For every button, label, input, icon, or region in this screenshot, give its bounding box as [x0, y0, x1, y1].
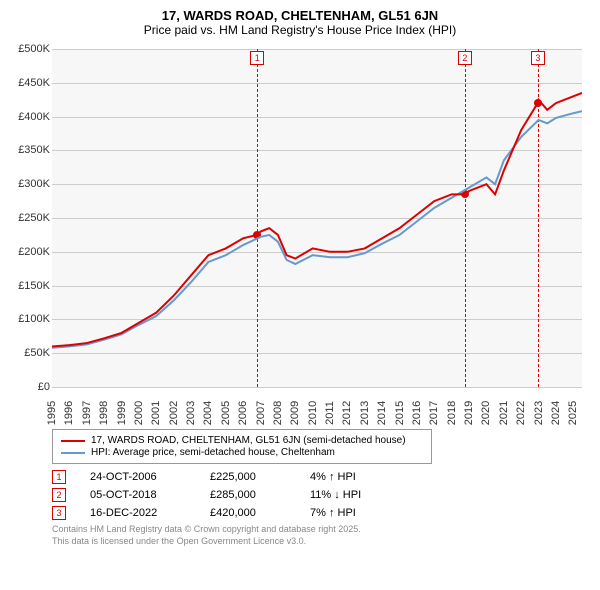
footer-line-1: Contains HM Land Registry data © Crown c…: [52, 524, 590, 536]
sale-row-price: £285,000: [210, 489, 310, 501]
sale-row: 2 05-OCT-2018£285,00011% ↓ HPI: [52, 488, 590, 502]
footer-line-2: This data is licensed under the Open Gov…: [52, 536, 590, 548]
chart-title: 17, WARDS ROAD, CHELTENHAM, GL51 6JN: [10, 8, 590, 23]
chart-area: £0£50K£100K£150K£200K£250K£300K£350K£400…: [10, 43, 590, 423]
sale-row-diff: 4% ↑ HPI: [310, 471, 410, 483]
legend-swatch: [61, 452, 85, 454]
legend-label: HPI: Average price, semi-detached house,…: [91, 447, 335, 458]
sales-table: 1 24-OCT-2006£225,0004% ↑ HPI 2 05-OCT-2018…: [52, 470, 590, 520]
sale-row-marker: 2: [52, 488, 66, 502]
sale-row: 1 24-OCT-2006£225,0004% ↑ HPI: [52, 470, 590, 484]
chart-subtitle: Price paid vs. HM Land Registry's House …: [10, 23, 590, 37]
title-block: 17, WARDS ROAD, CHELTENHAM, GL51 6JN Pri…: [10, 8, 590, 37]
sale-row-price: £225,000: [210, 471, 310, 483]
sale-row-date: 24-OCT-2006: [90, 471, 210, 483]
page-container: 17, WARDS ROAD, CHELTENHAM, GL51 6JN Pri…: [0, 0, 600, 555]
sale-row-marker: 1: [52, 470, 66, 484]
legend-row: 17, WARDS ROAD, CHELTENHAM, GL51 6JN (se…: [61, 435, 423, 446]
legend: 17, WARDS ROAD, CHELTENHAM, GL51 6JN (se…: [52, 429, 432, 464]
sale-row-date: 05-OCT-2018: [90, 489, 210, 501]
series-line: [52, 93, 582, 347]
footer-attribution: Contains HM Land Registry data © Crown c…: [52, 524, 590, 547]
legend-row: HPI: Average price, semi-detached house,…: [61, 447, 423, 458]
sale-row-date: 16-DEC-2022: [90, 507, 210, 519]
sale-row: 3 16-DEC-2022£420,0007% ↑ HPI: [52, 506, 590, 520]
legend-label: 17, WARDS ROAD, CHELTENHAM, GL51 6JN (se…: [91, 435, 406, 446]
sale-row-price: £420,000: [210, 507, 310, 519]
series-line: [52, 111, 582, 348]
legend-swatch: [61, 440, 85, 442]
sale-row-diff: 7% ↑ HPI: [310, 507, 410, 519]
line-series-svg: [10, 43, 590, 423]
sale-row-diff: 11% ↓ HPI: [310, 489, 410, 501]
sale-row-marker: 3: [52, 506, 66, 520]
